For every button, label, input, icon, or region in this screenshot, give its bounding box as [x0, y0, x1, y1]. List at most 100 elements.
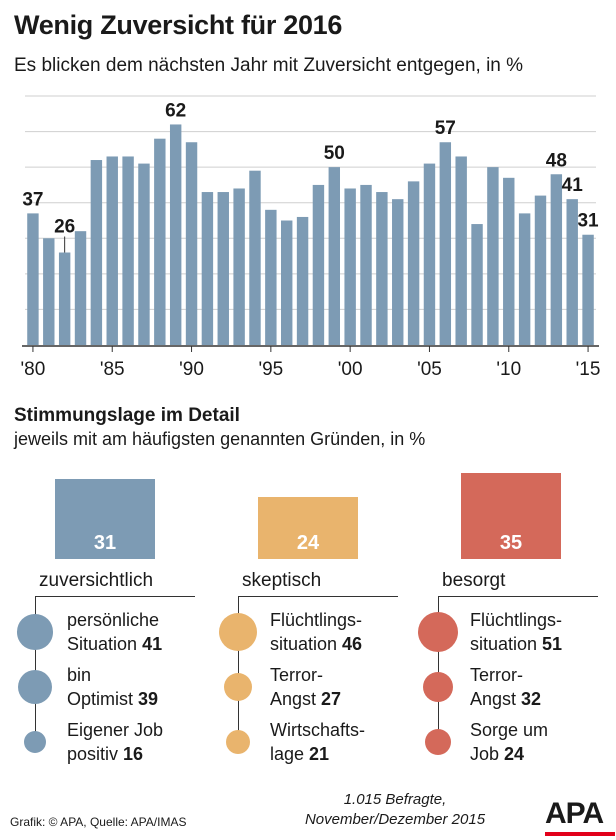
- reason-line1: bin: [67, 665, 92, 685]
- bar-2010: [503, 177, 515, 345]
- bar-1992: [217, 192, 229, 345]
- footer-note-line2: November/Dezember 2015: [304, 811, 486, 828]
- reason-text: Flüchtlings-situation 51: [470, 608, 562, 656]
- bar-1980: [27, 213, 39, 345]
- reason-value: 39: [138, 689, 159, 709]
- chart-title: Wenig Zuversicht für 2016: [14, 10, 343, 40]
- bar-1983: [74, 231, 87, 345]
- data-label-1980: 37: [22, 189, 43, 210]
- detail-title: Stimmungslage im Detail: [14, 405, 240, 426]
- bar-2009: [487, 167, 499, 345]
- bar-1981: [43, 238, 55, 345]
- reason-circle: [225, 729, 251, 755]
- bar-2004: [407, 181, 420, 345]
- bar-1986: [122, 156, 134, 345]
- data-label-1982: 26: [54, 217, 75, 238]
- bar-1994: [249, 170, 261, 345]
- bar-1990: [185, 142, 198, 345]
- footer-source: Grafik: © APA, Quelle: APA/IMAS: [10, 815, 187, 829]
- x-tick-label: '00: [338, 359, 363, 380]
- bar-2012: [534, 195, 547, 345]
- reason-text: Eigener Job positiv 16: [67, 718, 163, 766]
- reason-value: 51: [542, 634, 563, 654]
- bar-2001: [360, 184, 372, 345]
- reason-circle: [17, 669, 53, 705]
- reason-label: Angst: [270, 689, 322, 709]
- chart-subtitle: Es blicken dem nächsten Jahr mit Zuversi…: [14, 55, 524, 76]
- x-tick-label: '85: [100, 359, 125, 380]
- reason-text: bin Optimist 39: [67, 663, 158, 711]
- bar-2008: [471, 224, 483, 345]
- category-label-skeptisch: skeptisch: [242, 570, 322, 591]
- category-connector: [438, 596, 439, 742]
- bar-1997: [296, 216, 309, 345]
- reason-text: Sorge um Job 24: [470, 718, 548, 766]
- footer-note: 1.015 Befragte, November/Dezember 2015: [280, 790, 510, 830]
- footer-note-line1: 1.015 Befragte,: [343, 791, 447, 808]
- apa-logo: APA: [545, 797, 604, 830]
- bar-1991: [201, 192, 214, 345]
- bar-1985: [106, 156, 118, 345]
- reason-value: 41: [142, 634, 163, 654]
- reason-circle: [17, 614, 53, 650]
- data-label-1999: 50: [324, 143, 345, 164]
- category-connector: [35, 596, 36, 742]
- bar-2002: [376, 192, 388, 345]
- reason-value: 21: [309, 744, 330, 764]
- reason-text: Wirtschafts-lage 21: [270, 718, 365, 766]
- reason-label: Situation: [67, 634, 143, 654]
- bar-chart: 37 26 62 50 57 48 41 31 '80 '85 '90 '95 '00 '05 '10 '15: [21, 95, 601, 380]
- reason-circle: [23, 730, 47, 754]
- reason-value: 16: [123, 744, 144, 764]
- reason-circle: [417, 611, 459, 653]
- data-label-1989: 62: [165, 100, 186, 121]
- bar-1999: [328, 167, 341, 345]
- bar-2000: [344, 188, 356, 345]
- data-label-2014: 41: [562, 175, 584, 196]
- reason-line1: Terror-: [270, 665, 323, 685]
- reason-circle: [223, 672, 252, 701]
- bar-1998: [312, 184, 325, 345]
- category-underline: [438, 596, 598, 597]
- reason-line1: Flüchtlings-: [470, 610, 563, 630]
- reason-text: Terror- Angst 27: [270, 663, 341, 711]
- reason-value: 46: [342, 634, 363, 654]
- reason-label: Optimist: [67, 689, 139, 709]
- reason-label: situation: [270, 634, 343, 654]
- x-tick-label: '05: [417, 359, 442, 380]
- bar-1989: [169, 124, 182, 345]
- bar-2015: [582, 234, 594, 345]
- reason-text: Flüchtlings-situation 46: [270, 608, 362, 656]
- reason-line1: persönliche: [67, 610, 160, 630]
- reason-line2: positiv 16: [67, 742, 163, 766]
- reason-line2: lage 21: [270, 742, 365, 766]
- reason-circle: [424, 728, 452, 756]
- bar-2011: [518, 213, 531, 345]
- category-label-besorgt: besorgt: [442, 570, 506, 591]
- bar-1995: [265, 209, 277, 345]
- bar-1988: [154, 138, 166, 345]
- reason-label: situation: [470, 634, 543, 654]
- x-tick-label: '15: [576, 359, 601, 380]
- data-label-2013: 48: [546, 150, 567, 171]
- category-connector: [238, 596, 239, 742]
- bar-1996: [280, 220, 293, 345]
- category-box-skeptisch: 24: [258, 497, 358, 559]
- x-tick-label: '10: [496, 359, 521, 380]
- bar-2003: [392, 199, 404, 345]
- reason-line1: Eigener Job: [67, 720, 164, 740]
- x-tick-label: '90: [179, 359, 204, 380]
- category-underline: [238, 596, 398, 597]
- reason-line2: Optimist 39: [67, 687, 158, 711]
- bar-2005: [423, 163, 436, 345]
- bar-1982: [58, 252, 71, 345]
- bar-1984: [90, 160, 103, 345]
- reason-line1: Wirtschafts-: [270, 720, 366, 740]
- reason-label: lage: [270, 744, 310, 764]
- reason-value: 27: [321, 689, 342, 709]
- x-tick-label: '80: [21, 359, 46, 380]
- x-tick-label: '95: [258, 359, 283, 380]
- reason-circle: [422, 671, 454, 703]
- bar-2013: [550, 174, 563, 345]
- reason-line2: Angst 27: [270, 687, 341, 711]
